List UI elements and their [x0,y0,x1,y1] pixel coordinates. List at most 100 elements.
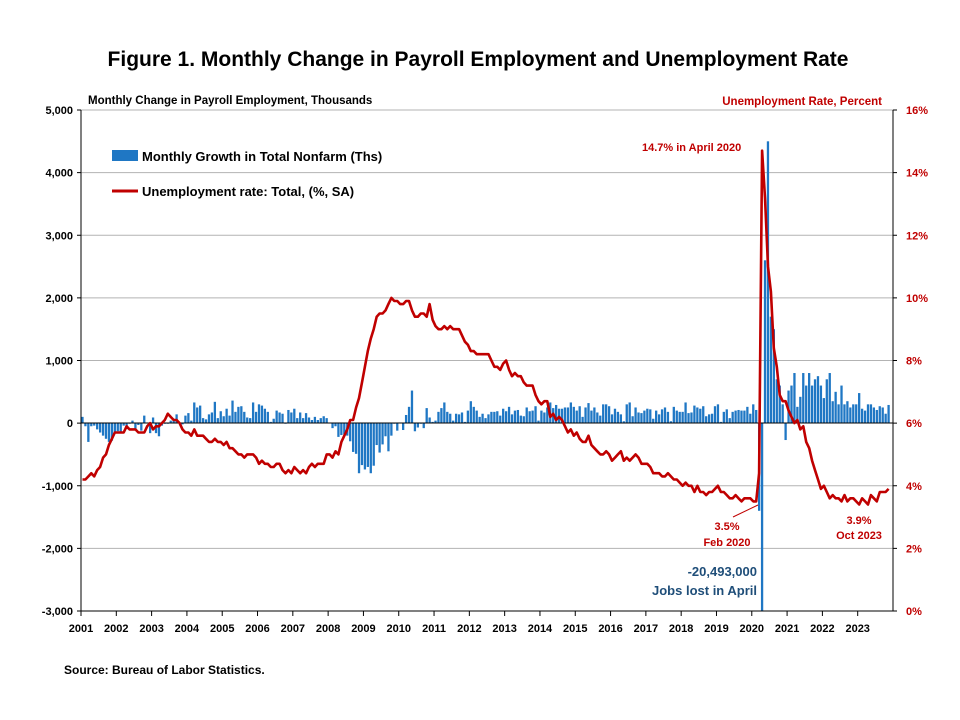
payroll-bar [825,379,828,424]
payroll-bar [404,414,408,424]
gridlines [81,109,893,612]
payroll-bar [881,407,884,424]
payroll-bar [802,373,805,424]
right-tick-label: 8% [906,356,922,368]
payroll-bar [499,415,502,424]
payroll-bar [502,408,505,424]
x-tick-label: 2008 [316,623,340,635]
x-tick-label: 2015 [563,623,587,635]
payroll-bar [260,405,264,424]
payroll-bar [816,376,820,424]
payroll-bar [693,405,696,424]
payroll-bar [837,404,840,424]
x-axis-ticks: 2001 2002 2003 2004 2005 2006 2007 2008 2009 2010… [69,611,870,635]
payroll-bar [516,409,520,424]
payroll-bar [869,404,873,424]
payroll-bar [852,404,855,424]
payroll-bar [666,411,670,424]
payroll-bar [104,423,108,439]
payroll-bar [249,418,252,424]
payroll-bar [713,406,717,424]
payroll-bar [728,418,731,424]
payroll-bar [246,417,249,424]
payroll-bar [569,402,572,424]
chart-title: Figure 1. Monthly Change in Payroll Empl… [108,48,849,71]
payroll-bar [307,417,311,424]
payroll-bar [122,423,125,426]
payroll-bar [402,423,405,431]
x-tick-label: 2009 [351,623,375,635]
payroll-bar [672,406,675,424]
payroll-bar [310,419,314,424]
payroll-bar [593,407,596,424]
right-tick-label: 14% [906,168,928,180]
right-tick-label: 10% [906,293,928,305]
payroll-bar [525,407,528,424]
payroll-bar [819,385,823,424]
payroll-bar [407,406,411,424]
annotation-jobs-lost-label: Jobs lost in April [652,583,757,598]
x-tick-label: 2023 [845,623,869,635]
payroll-bar [843,404,846,424]
annotation-oct2023-value: 3.9% [846,515,871,527]
payroll-bar [87,423,90,442]
payroll-bar [887,404,890,424]
payroll-bar [216,418,219,424]
payroll-bar [237,406,240,424]
payroll-bar [655,410,658,424]
payroll-bar [90,423,93,427]
payroll-bar [719,421,723,424]
payroll-bar [457,414,461,424]
payroll-bar [808,373,811,424]
left-axis-ticks: 5,000 4,000 3,000 2,000 1,000 0 -1,000 -2,000 -3… [42,105,81,618]
payroll-bar [207,414,211,424]
right-tick-label: 12% [906,230,928,242]
payroll-bar [157,423,161,437]
payroll-bar [254,411,258,424]
payroll-bar [716,404,720,424]
payroll-bar [805,385,808,424]
x-tick-label: 2005 [210,623,234,635]
left-tick-label: 2,000 [45,293,73,305]
payroll-bar [360,423,364,466]
payroll-bar [440,408,443,424]
payroll-bar [696,407,699,424]
payroll-bar [243,411,246,424]
x-tick-label: 2003 [139,623,163,635]
payroll-bar [304,413,308,424]
payroll-bar [425,408,428,424]
payroll-bar [184,415,187,424]
left-tick-label: -2,000 [42,543,73,555]
right-tick-label: 6% [906,418,922,430]
payroll-bar [784,423,787,441]
payroll-bar [790,385,793,424]
payroll-bar [231,400,234,424]
x-tick-label: 2014 [528,623,553,635]
left-axis-title: Monthly Change in Payroll Employment, Th… [88,95,372,107]
payroll-bar [481,413,484,424]
right-tick-label: 4% [906,481,922,493]
payroll-bar [822,398,826,424]
payroll-bar [607,406,611,424]
payroll-bar [343,423,346,435]
left-tick-label: 1,000 [45,356,73,368]
payroll-bar [587,403,590,424]
payroll-bar [596,412,599,424]
payroll-bar [652,418,655,424]
payroll-bar [540,410,543,424]
payroll-bar [860,408,864,424]
legend-bar-swatch [112,150,138,161]
left-tick-label: 5,000 [45,105,73,117]
payroll-bar [669,421,673,424]
payroll-bar [778,385,781,424]
payroll-bar [699,408,702,424]
annotation-feb2020-pointer [732,504,759,518]
payroll-bar [96,423,99,430]
payroll-bar [507,406,511,424]
x-tick-label: 2021 [775,623,799,635]
left-tick-label: 3,000 [45,230,73,242]
payroll-bar [81,416,84,424]
payroll-bar [384,423,387,437]
payroll-bar [490,411,493,424]
payroll-bar [151,417,155,424]
